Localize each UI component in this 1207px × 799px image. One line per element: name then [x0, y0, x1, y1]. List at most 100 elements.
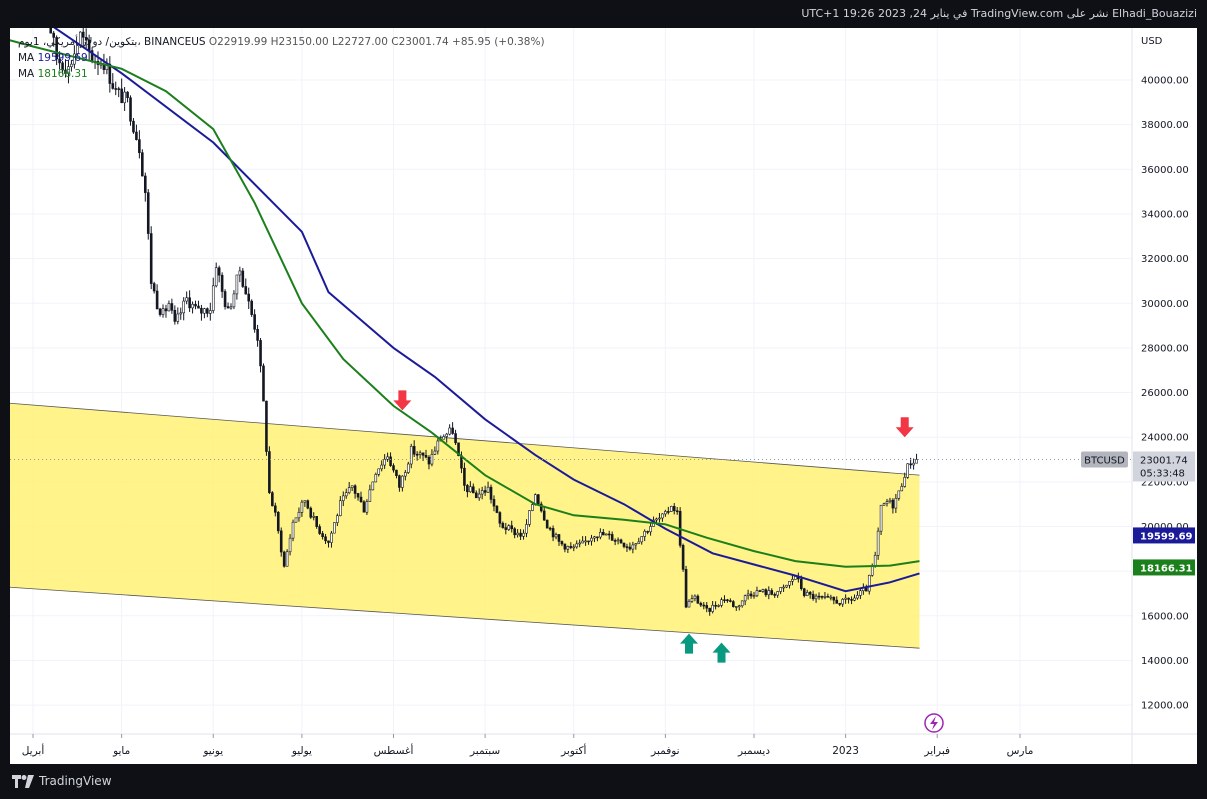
- candle-body: [566, 546, 570, 550]
- candle-body: [740, 600, 744, 607]
- candle-body: [575, 543, 579, 548]
- time-tick-label: يوليو: [291, 745, 312, 757]
- candle-body: [371, 481, 375, 491]
- candle-body: [344, 492, 348, 497]
- candle-body: [182, 300, 186, 314]
- candle-body: [123, 91, 126, 104]
- candle-body: [76, 45, 79, 55]
- candle-body: [64, 69, 67, 74]
- ma-fast-label: MA: [18, 52, 35, 64]
- candle-body: [643, 531, 646, 537]
- candle-body: [170, 303, 174, 311]
- ma-slow-value: 18166.31: [37, 68, 88, 80]
- candle-body: [312, 516, 316, 518]
- candle-body: [303, 500, 307, 503]
- candle-body: [599, 531, 602, 538]
- legend-ma-slow[interactable]: MA 18166.31: [18, 66, 545, 82]
- candle-body: [640, 536, 644, 543]
- price-tick-label: 32000.00: [1141, 254, 1189, 265]
- ma-slow-label: MA: [18, 68, 35, 80]
- candle-body: [81, 31, 85, 38]
- candle-body: [681, 545, 685, 570]
- candle-body: [879, 504, 883, 532]
- candle-body: [433, 450, 437, 455]
- legend-ohlc: O22919.99 H23150.00 L22727.00 C23001.74 …: [208, 36, 545, 48]
- candle-body: [569, 546, 573, 548]
- candle-body: [610, 534, 614, 541]
- candle-body: [631, 544, 635, 550]
- candle-body: [752, 595, 756, 598]
- candle-body: [217, 267, 221, 276]
- candle-body: [767, 590, 771, 596]
- candle-body: [474, 492, 478, 499]
- candle-body: [315, 516, 318, 527]
- candle-body: [179, 312, 183, 315]
- candle-body: [282, 551, 286, 567]
- ma-value-badge-text: 18166.31: [1140, 563, 1193, 574]
- channel-top-line[interactable]: [10, 395, 920, 476]
- candle-body: [365, 501, 369, 513]
- candle-body: [876, 530, 880, 556]
- price-tick-label: 38000.00: [1141, 120, 1189, 131]
- candle-body: [708, 607, 711, 612]
- candle-body: [542, 510, 546, 521]
- candle-body: [238, 270, 242, 276]
- candle-body: [900, 486, 904, 492]
- candle-body: [817, 595, 821, 598]
- arrow-up-icon[interactable]: [680, 633, 699, 654]
- candle-body: [211, 285, 215, 311]
- candle-body: [223, 291, 227, 307]
- price-chart[interactable]: USD12000.0014000.0016000.0018000.0020000…: [10, 28, 1197, 764]
- candle-body: [802, 588, 806, 596]
- candle-body: [658, 517, 661, 520]
- candle-body: [909, 463, 912, 466]
- channel-bottom-line[interactable]: [10, 580, 920, 649]
- candle-body: [714, 604, 717, 607]
- candle-body: [471, 486, 475, 494]
- candle-body: [359, 496, 363, 503]
- candle-body: [734, 606, 738, 608]
- arrow-down-icon[interactable]: [393, 390, 412, 411]
- candle-body: [191, 303, 194, 309]
- candle-body: [339, 500, 342, 516]
- candle-body: [52, 32, 55, 38]
- candle-body: [489, 486, 493, 500]
- candle-body: [847, 597, 850, 600]
- arrow-up-icon[interactable]: [712, 642, 731, 663]
- candle-body: [696, 595, 700, 604]
- legend-ma-fast[interactable]: MA 19599.69: [18, 50, 545, 66]
- candle-body: [427, 456, 431, 465]
- ma-fast-value: 19599.69: [37, 52, 88, 64]
- candle-body: [607, 533, 611, 536]
- candle-body: [870, 566, 874, 576]
- ma-value-badge: [1133, 527, 1195, 544]
- candle-body: [823, 596, 827, 598]
- candle-body: [782, 586, 785, 589]
- candle-body: [347, 487, 351, 493]
- candle-body: [70, 63, 73, 68]
- ma-fast-line[interactable]: [10, 28, 920, 593]
- last-price-badge: [1133, 451, 1195, 482]
- countdown-text: 05:33:48: [1140, 468, 1185, 479]
- ma-value-badge: [1133, 559, 1195, 576]
- candle-body: [554, 534, 558, 538]
- tradingview-logo[interactable]: TradingView: [12, 774, 112, 788]
- candle-body: [545, 519, 549, 529]
- candle-body: [203, 308, 206, 314]
- candle-body: [856, 595, 859, 599]
- candle-body: [271, 492, 274, 507]
- candle-body: [684, 569, 688, 608]
- candle-body: [84, 36, 88, 41]
- candle-body: [321, 533, 324, 538]
- price-tick-label: 16000.00: [1141, 611, 1189, 622]
- candle-body: [548, 527, 552, 530]
- arrow-down-icon[interactable]: [895, 417, 914, 438]
- chart-frame[interactable]: USD12000.0014000.0016000.0018000.0020000…: [10, 28, 1197, 764]
- candle-body: [126, 91, 129, 99]
- candle-body: [330, 532, 333, 543]
- symbol-tag-text: BTCUSD: [1084, 455, 1125, 466]
- candle-body: [746, 593, 750, 596]
- price-axis[interactable]: [1132, 28, 1197, 764]
- candle-body: [891, 499, 895, 509]
- ma-slow-line[interactable]: [10, 35, 920, 568]
